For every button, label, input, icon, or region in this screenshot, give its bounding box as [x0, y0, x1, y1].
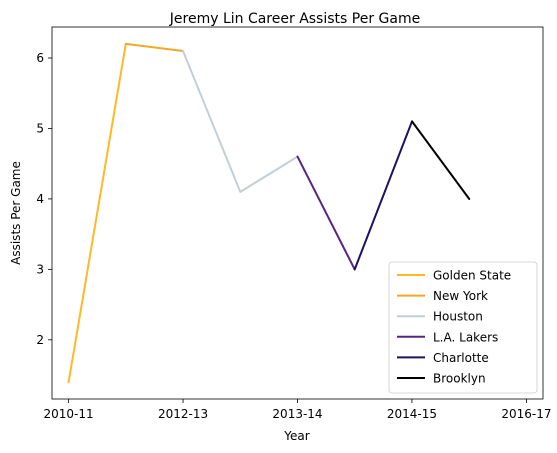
- series-line-5: [411, 120, 471, 200]
- series-layer: [67, 42, 471, 384]
- y-tick-label: 3: [36, 262, 44, 276]
- legend-label-4: Charlotte: [433, 351, 489, 365]
- legend-label-0: Golden State: [433, 269, 511, 283]
- series-line-3: [296, 155, 356, 271]
- series-line-1: [124, 42, 184, 52]
- y-axis-label: Assists Per Game: [9, 161, 23, 265]
- legend-label-5: Brooklyn: [433, 372, 486, 386]
- legend: Golden State New York Houston L.A. Lakers Ch…: [388, 261, 538, 394]
- series-line-0: [67, 42, 127, 384]
- legend-label-1: New York: [433, 289, 488, 303]
- x-tick-label: 2013-14: [272, 407, 322, 421]
- y-axis-ticks: 2 3 4 5 6: [36, 51, 52, 347]
- legend-label-2: Houston: [433, 310, 483, 324]
- y-tick-label: 4: [36, 192, 44, 206]
- y-tick-label: 5: [36, 121, 44, 135]
- x-axis-ticks: 2010-11 2012-13 2013-14 2014-15 2016-17: [44, 399, 551, 421]
- x-tick-label: 2012-13: [158, 407, 208, 421]
- y-tick-label: 6: [36, 51, 44, 65]
- series-line-2: [182, 50, 299, 193]
- y-tick-label: 2: [36, 333, 44, 347]
- chart-title: Jeremy Lin Career Assists Per Game: [169, 11, 420, 27]
- legend-label-3: L.A. Lakers: [433, 330, 498, 344]
- series-line-4: [353, 120, 413, 271]
- x-axis-label: Year: [283, 429, 309, 443]
- x-tick-label: 2010-11: [44, 407, 94, 421]
- x-tick-label: 2014-15: [387, 407, 437, 421]
- x-tick-label: 2016-17: [501, 407, 551, 421]
- legend-box: [388, 261, 538, 394]
